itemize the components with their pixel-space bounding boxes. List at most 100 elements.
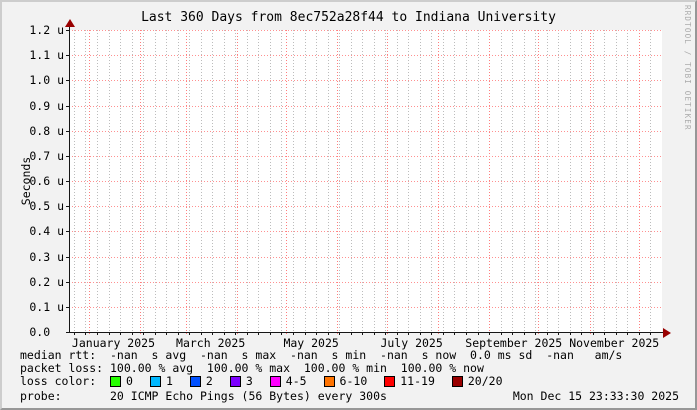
x-tick-label: January 2025: [71, 336, 156, 350]
y-axis-line: [69, 26, 70, 333]
x-tick-mark: [74, 333, 75, 335]
x-tick-mark: [420, 333, 421, 335]
x-tick-mark: [270, 333, 271, 335]
chart-title: Last 360 Days from 8ec752a28f44 to India…: [141, 10, 556, 25]
loss-color-item: 2: [189, 375, 213, 388]
loss-color-value: 11-19: [400, 374, 435, 388]
x-axis-line: [69, 332, 664, 333]
x-tick-mark: [385, 333, 386, 335]
x-tick-mark: [351, 333, 352, 335]
month-gridline: [538, 30, 539, 336]
x-tick-mark: [616, 333, 617, 335]
major-gridline: [69, 80, 662, 81]
x-tick-mark: [247, 333, 248, 335]
loss-color-item: 0: [110, 375, 133, 388]
major-gridline: [69, 257, 662, 258]
y-tick-label: 0.2 u: [29, 275, 64, 289]
x-tick-mark: [374, 333, 375, 335]
x-tick-mark: [512, 333, 513, 335]
loss-color-label: loss color:: [20, 374, 111, 388]
x-tick-mark: [431, 333, 432, 335]
x-tick-mark: [258, 333, 259, 335]
timestamp: Mon Dec 15 23:33:30 2025: [512, 389, 679, 403]
loss-color-value: 6-10: [339, 374, 368, 388]
x-tick-mark: [201, 333, 202, 335]
x-tick-mark: [212, 333, 213, 335]
y-tick-mark: [66, 80, 69, 81]
major-gridline: [69, 131, 662, 132]
loss-color-swatch: [269, 376, 281, 387]
x-tick-mark: [339, 333, 340, 335]
x-tick-mark: [408, 333, 409, 335]
loss-color-value: 3: [245, 374, 253, 388]
y-tick-mark: [66, 332, 69, 333]
x-tick-mark: [570, 333, 571, 335]
major-gridline: [69, 307, 662, 308]
x-tick-mark: [466, 333, 467, 335]
packet-loss-row: packet loss: 100.00 % avg 100.00 % max 1…: [20, 361, 484, 375]
loss-color-items: 0 1 2 3 4-5 6-10 11-19 20/20: [110, 375, 519, 388]
x-tick-mark: [593, 333, 594, 335]
loss-color-row: loss color: 0 1 2 3 4-5 6-10 11-19 20/20: [20, 375, 520, 388]
y-tick-label: 0.6 u: [29, 174, 64, 188]
y-tick-mark: [66, 206, 69, 207]
y-tick-mark: [66, 156, 69, 157]
rrdtool-watermark: RRDTOOL / TOBI OETIKER: [683, 5, 692, 131]
x-tick-mark: [478, 333, 479, 335]
loss-color-swatch: [384, 376, 396, 387]
x-tick-mark: [328, 333, 329, 335]
y-tick-label: 0.3 u: [29, 250, 64, 264]
loss-color-value: 20/20: [467, 374, 503, 388]
month-gridline: [489, 30, 490, 336]
x-tick-mark: [362, 333, 363, 335]
x-tick-mark: [189, 333, 190, 335]
x-tick-mark: [155, 333, 156, 335]
x-tick-mark: [109, 333, 110, 335]
month-gridline: [89, 30, 90, 336]
y-tick-mark: [66, 131, 69, 132]
x-tick-mark: [535, 333, 536, 335]
x-tick-mark: [397, 333, 398, 335]
x-tick-mark: [489, 333, 490, 335]
major-gridline: [69, 206, 662, 207]
y-tick-label: 1.0 u: [29, 73, 64, 87]
median-rtt-row: median rtt: -nan s avg -nan s max -nan s…: [20, 348, 623, 362]
month-gridline: [186, 30, 187, 336]
y-tick-mark: [66, 282, 69, 283]
month-gridline: [337, 30, 338, 336]
loss-color-item: 11-19: [384, 375, 435, 388]
month-gridline: [237, 30, 238, 336]
x-tick-mark: [132, 333, 133, 335]
y-tick-mark: [66, 257, 69, 258]
x-tick-mark: [235, 333, 236, 335]
x-tick-label: November 2025: [569, 336, 660, 350]
loss-color-swatch: [323, 376, 335, 387]
major-gridline: [69, 55, 662, 56]
major-gridline: [69, 106, 662, 107]
x-tick-mark: [97, 333, 98, 335]
x-tick-label: March 2025: [176, 336, 246, 350]
month-gridline: [387, 30, 388, 336]
plot-area: [69, 30, 662, 336]
y-tick-label: 0.4 u: [29, 224, 64, 238]
y-tick-mark: [66, 106, 69, 107]
y-tick-label: 0.1 u: [29, 300, 64, 314]
loss-color-swatch: [229, 376, 241, 387]
loss-color-value: 0: [126, 374, 133, 388]
loss-color-swatch: [110, 376, 122, 387]
x-tick-mark: [224, 333, 225, 335]
loss-color-value: 4-5: [285, 374, 307, 388]
probe-row: probe: 20 ICMP Echo Pings (56 Bytes) eve…: [20, 389, 387, 403]
x-tick-mark: [627, 333, 628, 335]
loss-color-item: 4-5: [269, 374, 307, 388]
x-tick-mark: [454, 333, 455, 335]
y-tick-label: 1.2 u: [29, 23, 64, 37]
y-tick-label: 1.1 u: [29, 48, 64, 62]
y-axis-arrow-icon: [65, 19, 75, 27]
month-gridline: [140, 30, 141, 336]
x-tick-mark: [639, 333, 640, 335]
x-tick-mark: [604, 333, 605, 335]
x-tick-mark: [316, 333, 317, 335]
major-gridline: [69, 156, 662, 157]
y-tick-label: 0.8 u: [29, 124, 64, 138]
